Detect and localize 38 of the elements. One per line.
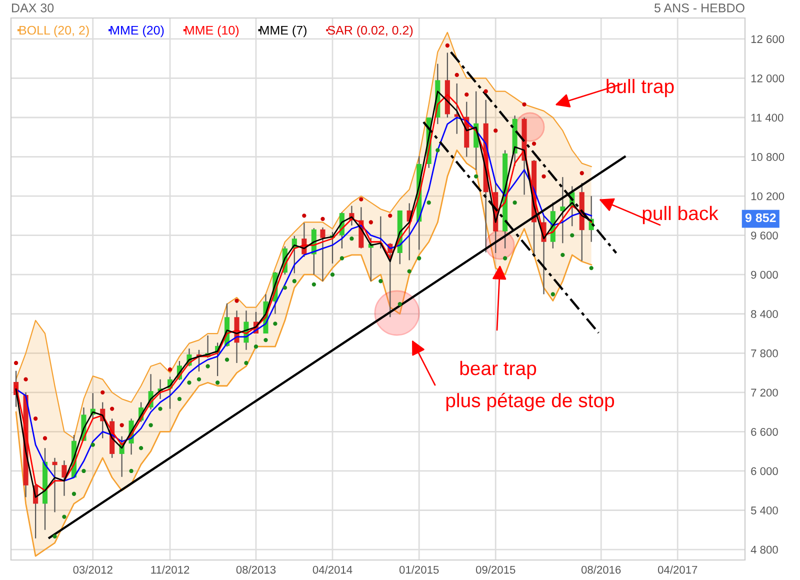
y-tick-label: 9 000: [751, 270, 778, 279]
chart-title: DAX 30: [12, 4, 54, 12]
y-tick-label: 12 000: [751, 74, 784, 82]
x-tick-label: 11/2012: [151, 566, 190, 574]
x-tick-label: 08/2013: [236, 566, 276, 574]
y-tick-label: 6 000: [751, 467, 778, 476]
x-tick-label: 04/2017: [658, 566, 698, 574]
candlestick: [320, 226, 326, 282]
annotation: bull trap: [606, 78, 674, 98]
legend-label: MME (20): [110, 26, 164, 38]
y-tick-label: 7 800: [751, 349, 778, 358]
y-tick-label: 6 600: [751, 428, 778, 436]
chart-subtitle: 5 ANS - HEBDO: [654, 4, 744, 12]
y-tick-label: 4 800: [750, 546, 778, 554]
annotation: bear trap: [460, 360, 536, 380]
y-tick-label: 7 200: [751, 388, 778, 397]
x-tick-label: 09/2015: [476, 566, 516, 574]
annotation: plus pétage de stop: [446, 392, 614, 412]
y-tick-label: 5 400: [751, 506, 778, 514]
legend-label: BOLL (20, 2): [20, 26, 89, 38]
candlestick: [62, 460, 67, 496]
y-tick-label: 10 200: [751, 192, 784, 200]
x-tick-label: 08/2016: [581, 566, 621, 574]
y-tick-label: 12 600: [751, 35, 784, 44]
text: SAR (0.02, 0.2): [328, 26, 413, 38]
x-tick-label: 01/2015: [399, 566, 439, 574]
y-tick-label: 9 600: [751, 232, 778, 240]
x-tick-label: 03/2012: [73, 566, 112, 574]
candlestick: [560, 176, 566, 244]
candlestick: [52, 457, 58, 513]
y-tick-label: 11 400: [751, 114, 784, 122]
legend-label: MME (7): [260, 26, 306, 38]
x-tick-label: 04/2014: [312, 566, 352, 574]
legend-label: MME (10): [185, 26, 239, 38]
annotation: 9 852: [745, 213, 776, 222]
annotation: pull back: [642, 206, 718, 224]
y-tick-label: 8 400: [751, 310, 778, 318]
y-tick-label: 10 800: [751, 153, 784, 161]
